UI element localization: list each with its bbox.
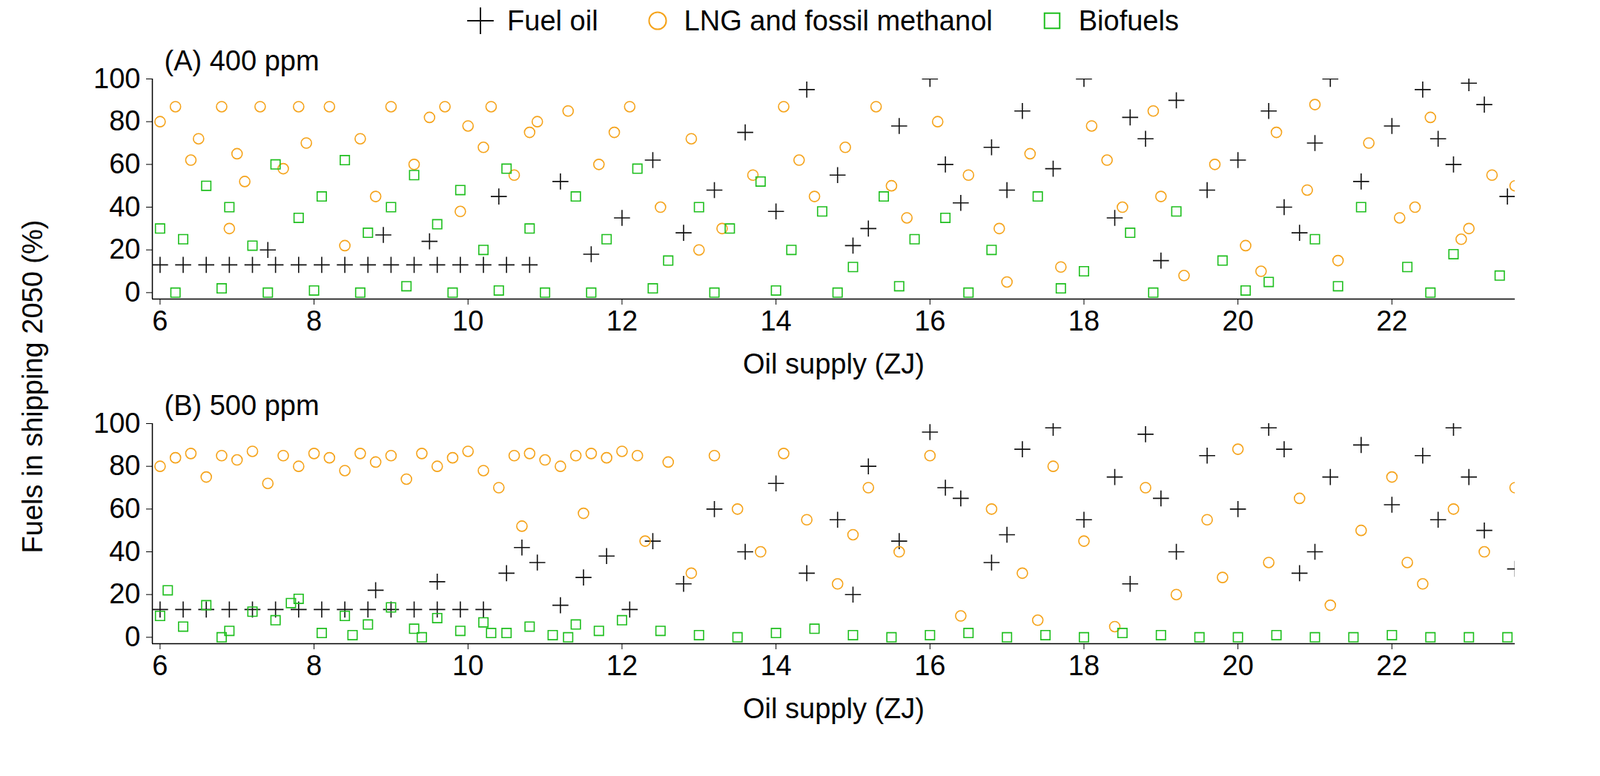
html-text:Fuel oil: Fuel oil (507, 4, 599, 36)
svg-text:16: 16 (914, 305, 946, 337)
svg-text:0: 0 (124, 621, 141, 653)
html-text:LNG and fossil methanol: LNG and fossil methanol (684, 4, 993, 36)
svg-text:16: 16 (914, 650, 946, 682)
svg-text:100: 100 (93, 63, 141, 95)
svg-text:6: 6 (151, 650, 168, 682)
svg-text:22: 22 (1376, 305, 1408, 337)
svg-text:100: 100 (93, 407, 141, 439)
svg-text:0: 0 (124, 276, 141, 308)
svg-text:(A) 400 ppm: (A) 400 ppm (164, 45, 320, 77)
svg-text:60: 60 (108, 493, 141, 525)
svg-text:10: 10 (452, 305, 484, 337)
svg-text:12: 12 (606, 650, 638, 682)
svg-text:40: 40 (108, 191, 141, 223)
svg-text:8: 8 (306, 650, 322, 682)
svg-text:18: 18 (1068, 305, 1100, 337)
svg-text:12: 12 (606, 305, 638, 337)
svg-text:80: 80 (108, 105, 141, 137)
svg-text:40: 40 (108, 536, 141, 568)
html-text:Biofuels: Biofuels (1078, 4, 1179, 36)
svg-text:14: 14 (759, 305, 792, 337)
svg-text:Oil supply (ZJ): Oil supply (ZJ) (742, 348, 925, 380)
svg-text:22: 22 (1376, 650, 1408, 682)
svg-text:20: 20 (1222, 650, 1254, 682)
svg-text:80: 80 (108, 450, 141, 482)
svg-text:(B) 500 ppm: (B) 500 ppm (164, 389, 320, 422)
svg-text:10: 10 (452, 650, 484, 682)
svg-text:20: 20 (108, 233, 141, 265)
svg-text:18: 18 (1068, 650, 1100, 682)
svg-text:6: 6 (151, 305, 168, 337)
svg-text:20: 20 (108, 578, 141, 610)
svg-text:20: 20 (1222, 305, 1254, 337)
svg-text:14: 14 (759, 650, 792, 682)
html-text:Fuels in shipping 2050 (%): Fuels in shipping 2050 (%) (17, 219, 49, 554)
svg-text:60: 60 (108, 148, 141, 180)
svg-text:Oil supply (ZJ): Oil supply (ZJ) (742, 693, 925, 725)
svg-text:8: 8 (306, 305, 322, 337)
